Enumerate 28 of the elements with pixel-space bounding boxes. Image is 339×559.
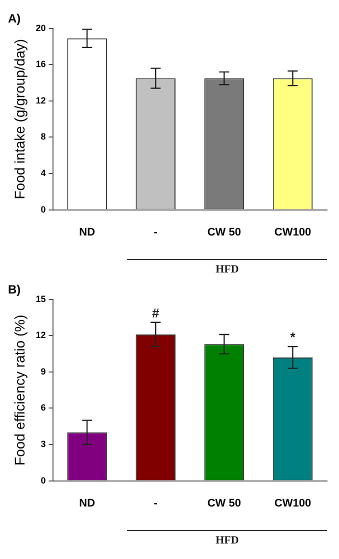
y-tick-label: 20: [36, 22, 46, 33]
x-tick-label: CW 50: [207, 226, 241, 238]
chart-title: B): [8, 282, 21, 297]
y-tick-label: 16: [36, 59, 46, 70]
x-tick-label: CW100: [274, 497, 312, 510]
x-tick-label: -: [154, 497, 158, 510]
y-tick-label: 4: [40, 168, 46, 178]
x-tick-label: ND: [79, 226, 96, 238]
x-tick-label: -: [154, 226, 158, 238]
x-axis-title: HFD: [216, 263, 239, 276]
y-tick-label: 6: [40, 402, 46, 413]
y-axis-title: Food intake (g/group/day): [11, 38, 28, 200]
x-tick-label: CW100: [274, 226, 312, 238]
y-tick-label: 12: [36, 330, 46, 340]
y-tick-label: 0: [40, 204, 46, 214]
y-tick-label: 8: [40, 132, 46, 142]
y-tick-label: 3: [40, 439, 46, 450]
y-tick-label: 0: [40, 475, 46, 486]
x-tick-label: ND: [79, 497, 96, 510]
x-tick-label: CW 50: [207, 497, 241, 510]
y-tick-label: 15: [36, 294, 46, 304]
y-tick-label: 12: [36, 95, 46, 106]
y-axis-title: Food efficiency ratio (%): [11, 314, 28, 466]
chart-title: A): [8, 12, 21, 26]
y-tick-label: 9: [40, 366, 46, 376]
annotation: *: [290, 330, 296, 345]
x-axis-title: HFD: [216, 534, 239, 546]
annotation: #: [152, 305, 160, 320]
